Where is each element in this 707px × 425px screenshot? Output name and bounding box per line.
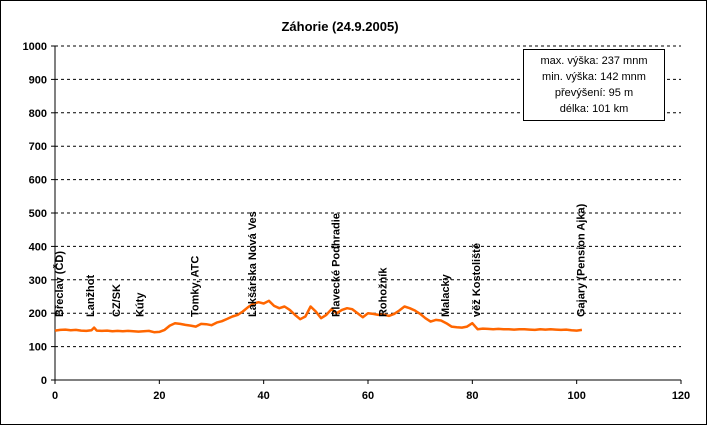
elevation-line [54,299,583,334]
y-tick-label: 0 [41,375,47,387]
annotation-label: Břeclav (ČD) [53,251,66,317]
x-tick-label: 120 [672,390,690,402]
annotation-label: Malacky [440,273,452,317]
y-tick-label: 800 [29,108,47,120]
y-tick-label: 900 [29,74,47,86]
annotation-label: CZ/SK [111,284,123,317]
stat-min-elevation: min. výška: 142 mnm [542,71,646,83]
annotation-label: Kúty [135,292,147,317]
annotation-label: Rohožník [377,267,389,317]
y-tick-label: 300 [29,275,47,287]
y-tick-label: 200 [29,308,47,320]
x-tick-label: 100 [567,390,585,402]
y-tick-label: 1000 [23,41,47,53]
x-tick-label: 0 [52,390,58,402]
y-tick-label: 400 [29,241,47,253]
axes: 0 100 200 300 400 500 600 700 800 900 1000 0 20 40 60 8… [23,41,691,402]
annotations-layer: Břeclav (ČD) Lanžhot CZ/SK Kúty Tomky, ATC La… [53,203,588,317]
annotation-label: Plavecké Podhradie [330,213,342,317]
annotation-label: Gajary (Pension Ajka) [575,203,587,317]
x-tick-label: 80 [466,390,478,402]
x-tick-label: 40 [258,390,270,402]
y-tick-label: 700 [29,141,47,153]
stat-elevation-gain: převýšení: 95 m [554,87,634,99]
x-tick-label: 60 [362,390,374,402]
y-tick-label: 500 [29,208,47,220]
x-tick-label: 20 [153,390,165,402]
stats-legend-box: max. výška: 237 mnm min. výška: 142 mnm … [523,49,665,121]
annotation-label: věž Kostoliště [471,243,483,317]
stat-length: délka: 101 km [559,103,629,115]
y-tick-label: 600 [29,175,47,187]
stat-max-elevation: max. výška: 237 mnm [540,55,648,67]
y-tick-label: 100 [29,342,47,354]
annotation-label: Lanžhot [85,275,97,317]
chart-title: Záhorie (24.9.2005) [281,19,398,34]
gridlines [55,45,681,348]
annotation-label: Tomky, ATC [189,256,201,317]
annotation-label: Lakšárska Nová Ves [247,211,259,317]
series-layer [54,299,583,334]
